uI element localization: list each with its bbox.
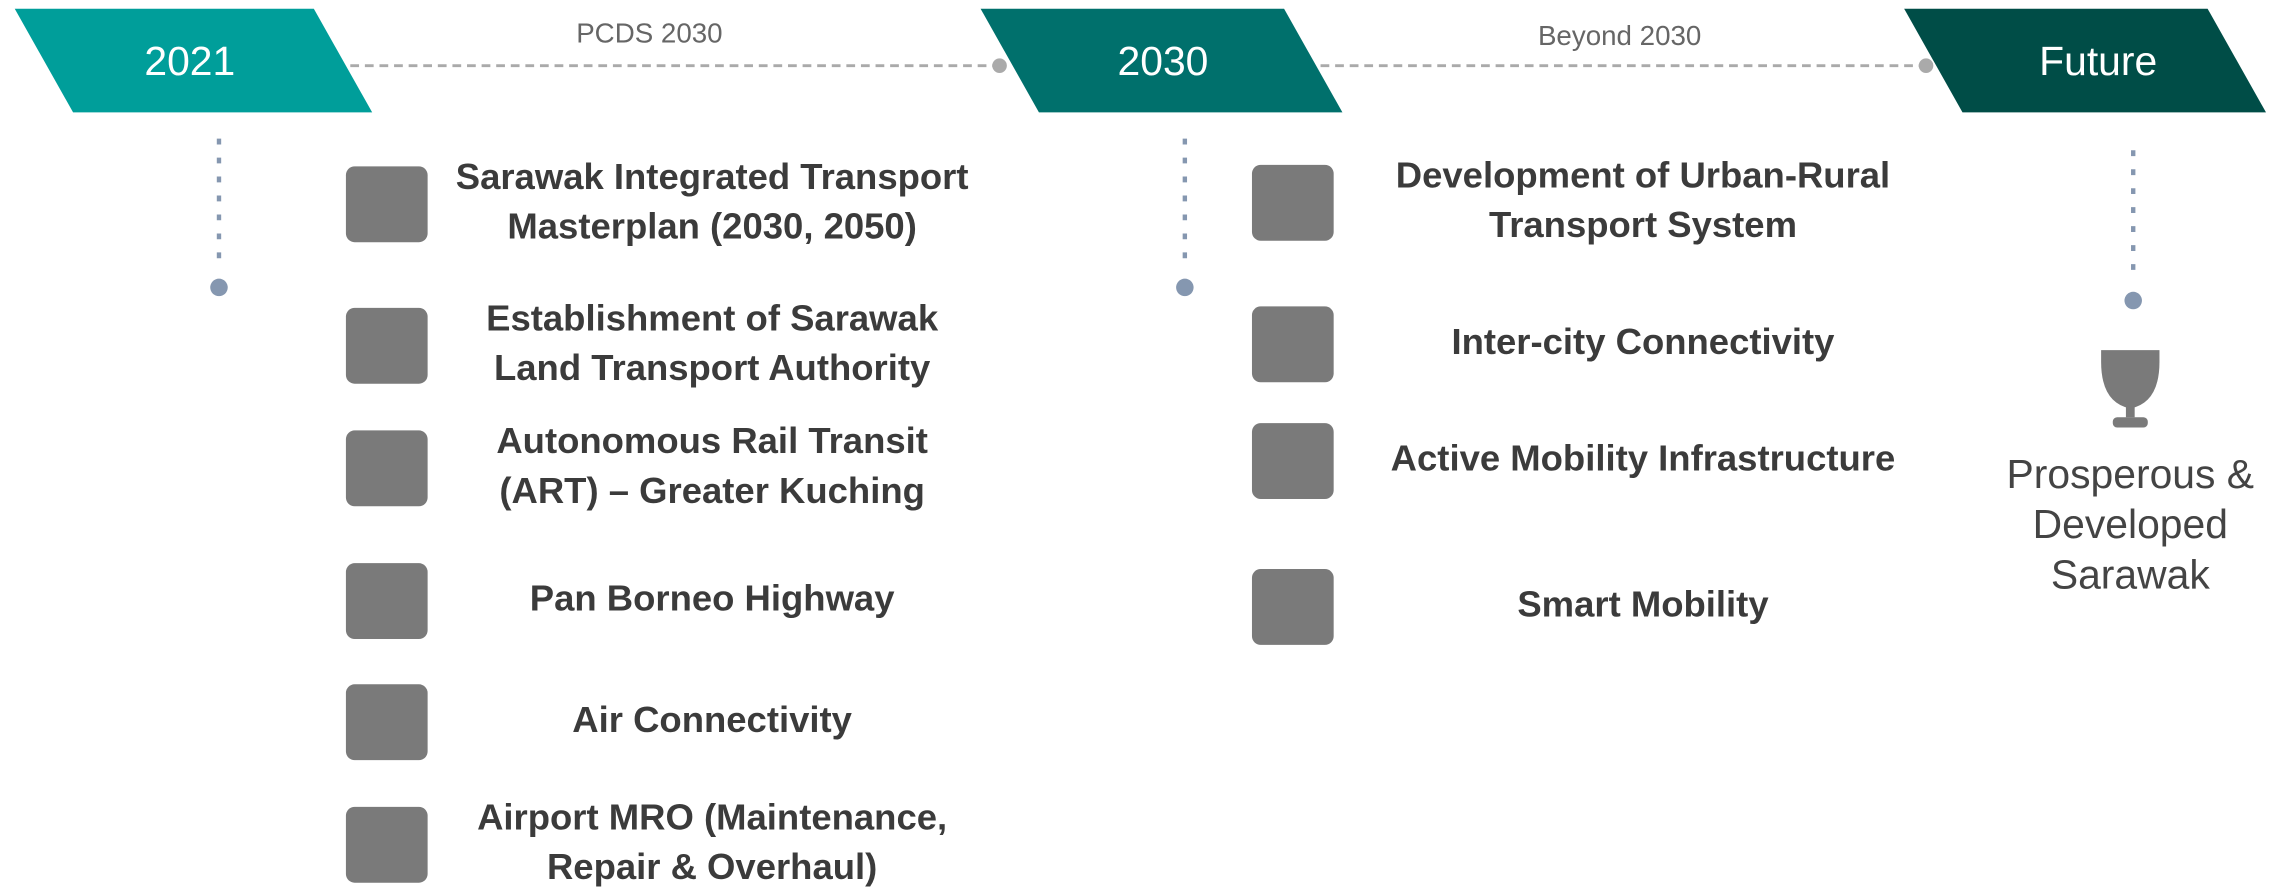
item-icon [345, 307, 428, 384]
goal-text: Prosperous & [2007, 451, 2254, 497]
milestone-shape [1904, 8, 2266, 113]
dot [2124, 291, 2142, 310]
item-icon [345, 430, 428, 507]
item-icon [1251, 164, 1334, 241]
connector-label: PCDS 2030 [576, 17, 722, 48]
item-text: Development of Urban-Rural [1396, 155, 1890, 196]
item-icon [1251, 569, 1334, 645]
item-icon [345, 563, 428, 640]
item-text: Masterplan (2030, 2050) [507, 206, 916, 247]
trophy-icon [2101, 350, 2160, 428]
item-icon [345, 166, 428, 243]
item-text: Sarawak Integrated Transport [456, 156, 969, 197]
item-icon [345, 684, 428, 761]
connector-dot [992, 58, 1007, 73]
item-text: Establishment of Sarawak [486, 298, 939, 339]
dot [1176, 278, 1194, 297]
milestone-shape [980, 8, 1343, 113]
item-text: Repair & Overhaul) [547, 846, 877, 887]
item-text: Transport System [1489, 204, 1797, 245]
item-text: Active Mobility Infrastructure [1391, 438, 1896, 479]
item-text: Pan Borneo Highway [530, 578, 895, 619]
goal-text: Sarawak [2051, 552, 2210, 598]
goal-text: Developed [2033, 501, 2228, 547]
item-text: Land Transport Authority [494, 347, 931, 388]
item-text: Air Connectivity [572, 699, 852, 740]
item-text: Airport MRO (Maintenance, [477, 797, 947, 838]
milestone-label: 2030 [1118, 38, 1209, 84]
item-icon [345, 806, 428, 883]
connector-label: Beyond 2030 [1538, 20, 1701, 51]
item-icon [1251, 423, 1334, 499]
milestone-label: 2021 [144, 38, 235, 84]
item-text: (ART) – Greater Kuching [499, 470, 925, 511]
milestone-label: Future [2039, 38, 2157, 84]
item-text: Autonomous Rail Transit [496, 420, 928, 461]
item-icon [1251, 306, 1334, 383]
item-text: Inter-city Connectivity [1451, 321, 1835, 362]
connector-dot [1918, 58, 1934, 73]
dot [210, 278, 228, 297]
milestone-shape [14, 8, 373, 113]
item-text: Smart Mobility [1517, 584, 1769, 625]
